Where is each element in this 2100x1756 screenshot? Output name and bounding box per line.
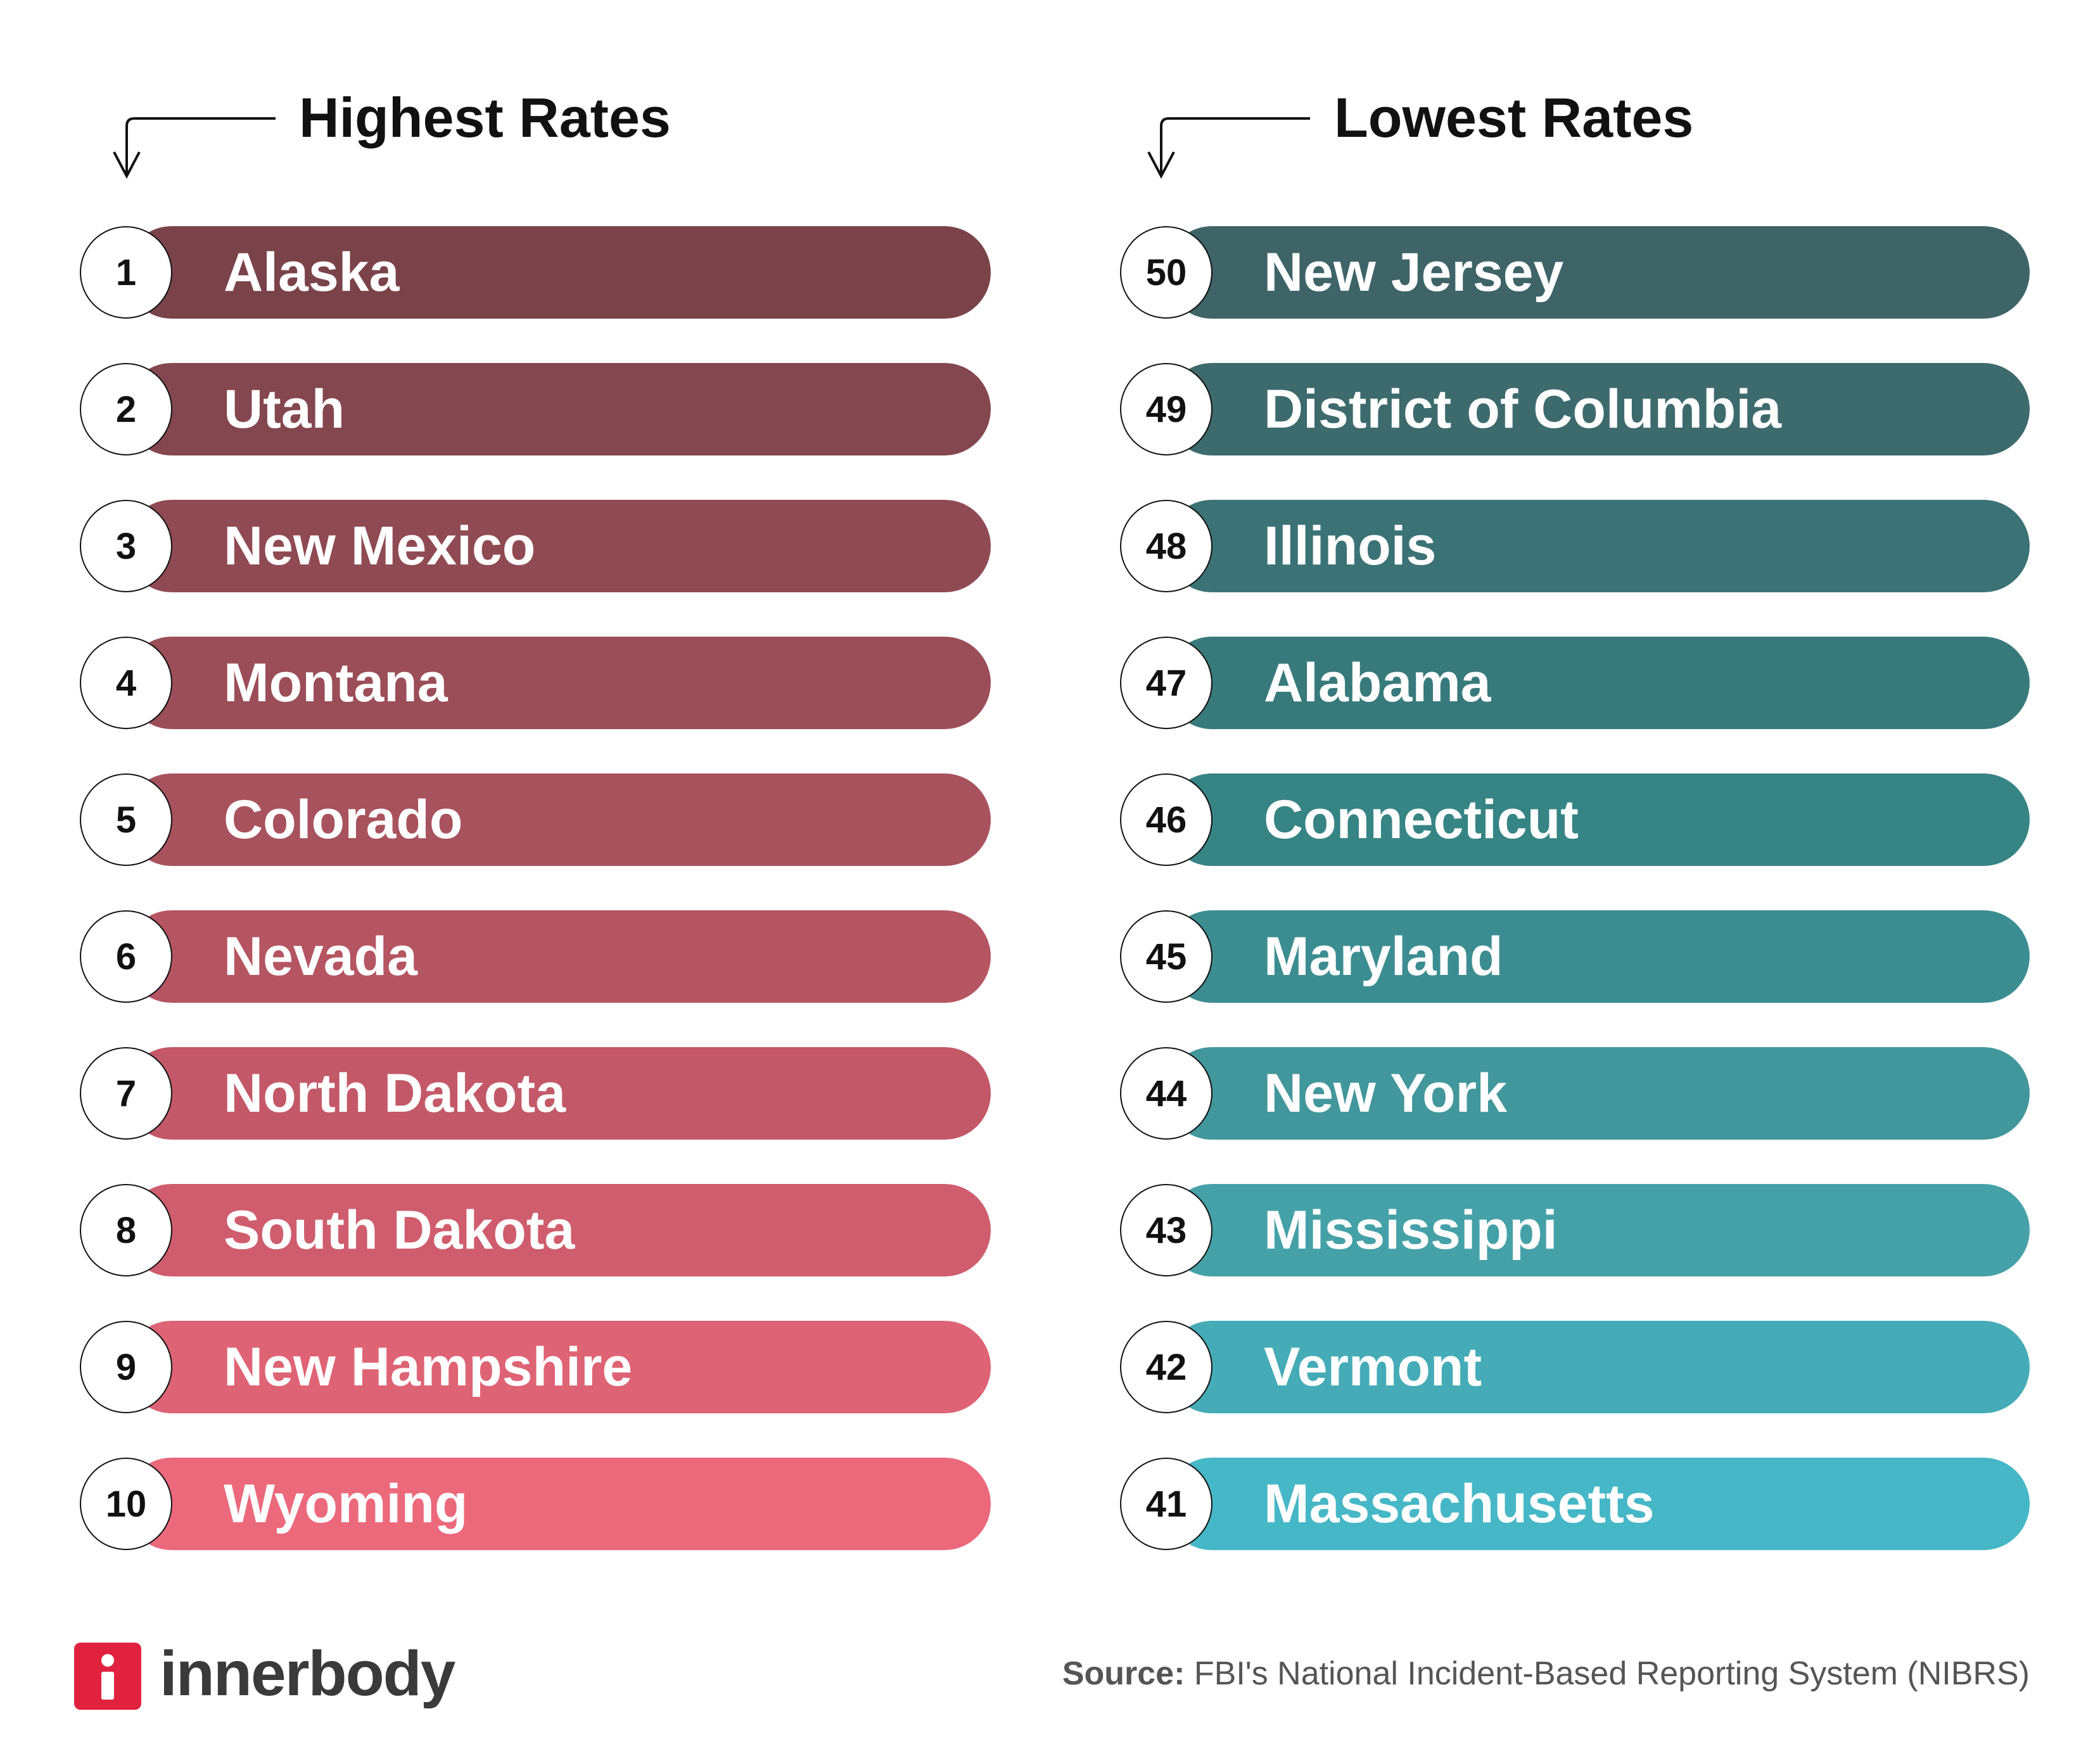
source-label: Source: (1062, 1655, 1185, 1692)
rank-bar (1166, 637, 2030, 729)
rank-bar (125, 637, 991, 729)
highest-rank-row: 3 New Mexico (80, 500, 991, 592)
state-name: New York (1264, 1063, 1507, 1124)
lowest-rank-row: 43 Mississippi (1120, 1184, 2030, 1276)
rank-bar (125, 1458, 991, 1550)
highest-rank-row: 7 North Dakota (80, 1047, 991, 1140)
state-name: Massachusetts (1264, 1473, 1655, 1534)
rank-number: 5 (80, 773, 172, 866)
lowest-rank-row: 46 Connecticut (1120, 773, 2030, 866)
rank-bar (1166, 1047, 2030, 1140)
rank-number: 50 (1120, 226, 1212, 319)
highest-rates-heading: Highest Rates (299, 86, 671, 149)
highest-rank-row: 1 Alaska (80, 226, 991, 319)
state-name: Maryland (1264, 926, 1503, 987)
lowest-rank-row: 49 District of Columbia (1120, 363, 2030, 455)
rank-bar (125, 500, 991, 592)
rank-number: 47 (1120, 637, 1212, 729)
source-note: Source: FBI's National Incident-Based Re… (1062, 1655, 2030, 1693)
highest-rank-row: 10 Wyoming (80, 1458, 991, 1550)
state-name: North Dakota (224, 1063, 566, 1124)
state-name: New Mexico (224, 516, 536, 576)
state-name: New Hampshire (224, 1337, 633, 1397)
highest-rank-row: 8 South Dakota (80, 1184, 991, 1276)
innerbody-logo-icon (74, 1643, 141, 1710)
state-name: Alabama (1264, 652, 1491, 713)
rank-bar (1166, 363, 2030, 455)
brand-name: innerbody (160, 1638, 455, 1709)
lowest-rank-row: 50 New Jersey (1120, 226, 2030, 319)
state-name: District of Columbia (1264, 379, 1782, 440)
rank-number: 49 (1120, 363, 1212, 455)
highest-rank-row: 9 New Hampshire (80, 1321, 991, 1413)
state-name: Connecticut (1264, 789, 1579, 850)
state-name: Mississippi (1264, 1200, 1558, 1261)
state-name: Alaska (224, 242, 400, 303)
lowest-rank-row: 44 New York (1120, 1047, 2030, 1140)
rank-number: 6 (80, 910, 172, 1003)
rank-bar (125, 1184, 991, 1276)
state-name: Colorado (224, 789, 463, 850)
rank-bar (125, 363, 991, 455)
rank-bar (125, 1321, 991, 1413)
lowest-rank-row: 48 Illinois (1120, 500, 2030, 592)
rank-bar (1166, 500, 2030, 592)
source-text: FBI's National Incident-Based Reporting … (1185, 1655, 2030, 1692)
state-name: Illinois (1264, 516, 1437, 576)
arrow-down-left-icon (113, 117, 1310, 179)
rank-bar (125, 226, 991, 319)
rank-bar (1166, 773, 2030, 866)
rank-number: 4 (80, 637, 172, 729)
rank-bar (125, 1047, 991, 1140)
rank-number: 48 (1120, 500, 1212, 592)
state-name: South Dakota (224, 1200, 575, 1261)
rank-number: 9 (80, 1321, 172, 1413)
rank-number: 42 (1120, 1321, 1212, 1413)
highest-rank-row: 5 Colorado (80, 773, 991, 866)
rank-bar (1166, 1321, 2030, 1413)
rank-number: 1 (80, 226, 172, 319)
rank-number: 43 (1120, 1184, 1212, 1276)
rank-number: 2 (80, 363, 172, 455)
state-name: Nevada (224, 926, 417, 987)
state-name: Wyoming (224, 1473, 468, 1534)
rank-number: 10 (80, 1458, 172, 1550)
highest-rank-row: 6 Nevada (80, 910, 991, 1003)
lowest-rank-row: 45 Maryland (1120, 910, 2030, 1003)
rank-number: 44 (1120, 1047, 1212, 1140)
lowest-rates-heading: Lowest Rates (1334, 86, 1694, 149)
lowest-rank-row: 47 Alabama (1120, 637, 2030, 729)
rank-bar (1166, 1458, 2030, 1550)
rank-number: 3 (80, 500, 172, 592)
rank-number: 46 (1120, 773, 1212, 866)
state-name: Utah (224, 379, 345, 440)
highest-rank-row: 2 Utah (80, 363, 991, 455)
rank-bar (1166, 1184, 2030, 1276)
lowest-rank-row: 41 Massachusetts (1120, 1458, 2030, 1550)
rank-bar (125, 773, 991, 866)
highest-rank-row: 4 Montana (80, 637, 991, 729)
rank-bar (1166, 226, 2030, 319)
rank-number: 41 (1120, 1458, 1212, 1550)
rank-number: 7 (80, 1047, 172, 1140)
lowest-rank-row: 42 Vermont (1120, 1321, 2030, 1413)
rank-bar (125, 910, 991, 1003)
rank-number: 8 (80, 1184, 172, 1276)
rank-bar (1166, 910, 2030, 1003)
state-name: Vermont (1264, 1337, 1482, 1397)
state-name: New Jersey (1264, 242, 1564, 303)
rank-number: 45 (1120, 910, 1212, 1003)
state-name: Montana (224, 652, 448, 713)
